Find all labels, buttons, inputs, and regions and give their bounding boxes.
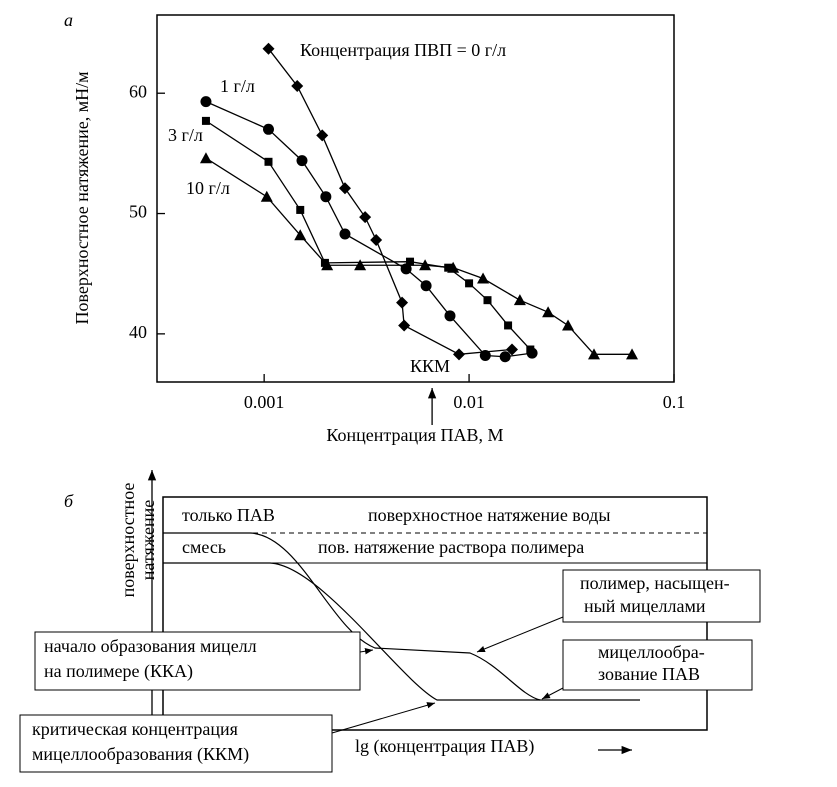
label: пов. натяжение раствора полимера [318,537,584,557]
line: поверхностное [118,483,138,598]
data-point [200,96,212,108]
label: смесь [182,537,226,557]
data-point [406,257,415,266]
data-point [262,42,275,55]
data-point [321,259,334,271]
data-point [483,296,492,305]
y-tick-label: 50 [129,202,147,222]
data-point [513,294,526,306]
data-point [542,306,555,318]
data-point [396,296,409,309]
label: на полимере (ККА) [44,661,193,682]
data-point [562,319,575,331]
data-point [260,190,273,202]
arrow [476,616,564,653]
annotation: ККМ [410,356,450,376]
data-point [477,272,490,284]
series-line [205,101,533,358]
arrow [331,702,436,734]
arrow [541,687,564,700]
data-point [587,348,600,360]
data-point [453,348,466,361]
box [562,569,761,623]
plot-frame [156,14,675,383]
annotation: 10 г/л [186,178,230,198]
data-point [359,211,372,224]
label: начало образования мицелл [44,636,257,656]
data-point [262,123,274,135]
label: мицеллообра- [598,642,705,662]
data-point [201,116,210,125]
data-point [291,79,304,92]
annotation: 3 г/л [168,125,203,145]
data-point [296,205,305,214]
data-point [419,259,432,271]
box [34,631,361,691]
annotation: 1 г/л [220,76,255,96]
x-tick-label: 0.01 [453,392,485,412]
data-point [444,310,456,322]
label: критическая концентрация [32,719,238,739]
data-point [420,280,432,292]
data-point [400,263,412,275]
x-axis-label: Концентрация ПАВ, М [326,425,503,445]
panel-label: а [64,10,73,30]
y-tick-label: 60 [129,81,147,101]
annotation: Концентрация ПВП = 0 г/л [300,40,506,60]
label: поверхностное натяжение воды [368,505,610,525]
data-point [526,345,535,354]
data-point [398,319,411,332]
data-point [294,229,307,241]
series-line [205,120,531,350]
data-point [264,157,273,166]
y-axis-label-b: поверхностное [118,483,138,598]
data-point [370,234,383,247]
label: полимер, насыщен- [580,573,730,593]
curve-surfactant [163,532,640,701]
data-point [296,155,308,167]
data-point [354,259,367,271]
y-axis-label-b: натяжение [138,500,158,581]
data-point [626,348,639,360]
data-point [339,228,351,240]
data-point [338,182,351,195]
y-axis-label: Поверхностное натяжение, мН/м [72,72,92,325]
curve-mixture [163,562,540,701]
x-axis-label-b: lg (концентрация ПАВ) [355,736,534,757]
data-point [447,261,460,273]
data-point [499,351,511,363]
label: зование ПАВ [598,664,700,684]
data-point [465,279,474,288]
panel-label-b: б [64,491,74,511]
y-tick-label: 40 [129,322,147,342]
data-point [320,191,332,203]
box [19,714,333,773]
line: натяжение [138,500,158,581]
label: мицеллообразования (ККМ) [32,744,249,765]
data-point [506,343,519,356]
series-line [267,48,513,355]
data-point [199,152,212,164]
data-point [504,321,513,330]
label: только ПАВ [182,505,275,525]
data-point [479,350,491,362]
arrow [359,648,374,655]
box [562,639,753,691]
x-tick-label: 0.001 [244,392,285,412]
label: ный мицеллами [584,596,706,616]
data-point [316,129,329,142]
x-tick-label: 0.1 [663,392,686,412]
